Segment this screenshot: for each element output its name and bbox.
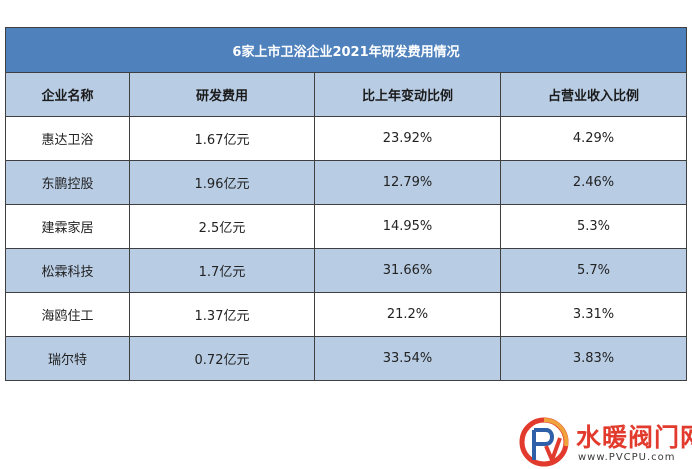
cell-company: 惠达卫浴 [5,116,130,161]
report-table-container: 6家上市卫浴企业2021年研发费用情况 企业名称 研发费用 比上年变动比例 占营… [4,27,688,381]
cell-revenue-ratio: 5.3% [499,204,688,249]
header-row: 企业名称 研发费用 比上年变动比例 占营业收入比例 [5,72,688,117]
table-row: 瑞尔特 0.72亿元 33.54% 3.83% [5,336,688,381]
watermark-url: www.PVCPU.com [578,452,676,463]
header-rd-expense: 研发费用 [129,72,315,117]
table-title: 6家上市卫浴企业2021年研发费用情况 [4,27,688,73]
pv-logo-icon [519,417,569,467]
cell-yoy-change: 21.2% [314,292,501,337]
cell-rd-expense: 2.5亿元 [129,204,315,249]
cell-company: 松霖科技 [5,248,130,293]
cell-yoy-change: 33.54% [314,336,501,381]
cell-yoy-change: 23.92% [314,116,501,161]
cell-company: 瑞尔特 [5,336,130,381]
cell-company: 建霖家居 [5,204,130,249]
cell-revenue-ratio: 5.7% [499,248,688,293]
title-row: 6家上市卫浴企业2021年研发费用情况 [4,27,688,73]
cell-revenue-ratio: 2.46% [499,160,688,205]
table-row: 松霖科技 1.7亿元 31.66% 5.7% [5,248,688,293]
cell-rd-expense: 1.96亿元 [129,160,315,205]
header-company: 企业名称 [5,72,130,117]
cell-rd-expense: 1.67亿元 [129,116,315,161]
cell-yoy-change: 14.95% [314,204,501,249]
header-yoy-change: 比上年变动比例 [314,72,501,117]
cell-revenue-ratio: 3.31% [499,292,688,337]
table-row: 海鸥住工 1.37亿元 21.2% 3.31% [5,292,688,337]
cell-company: 海鸥住工 [5,292,130,337]
cell-rd-expense: 0.72亿元 [129,336,315,381]
cell-revenue-ratio: 3.83% [499,336,688,381]
site-watermark: 水暖阀门网 www.PVCPU.com [516,412,692,469]
watermark-brand: 水暖阀门网 [576,423,692,452]
table-row: 东鹏控股 1.96亿元 12.79% 2.46% [5,160,688,205]
table-row: 惠达卫浴 1.67亿元 23.92% 4.29% [5,116,688,161]
cell-yoy-change: 12.79% [314,160,501,205]
cell-revenue-ratio: 4.29% [499,116,688,161]
table-row: 建霖家居 2.5亿元 14.95% 5.3% [5,204,688,249]
cell-company: 东鹏控股 [5,160,130,205]
cell-yoy-change: 31.66% [314,248,501,293]
rd-expense-table: 6家上市卫浴企业2021年研发费用情况 企业名称 研发费用 比上年变动比例 占营… [4,27,688,381]
cell-rd-expense: 1.37亿元 [129,292,315,337]
cell-rd-expense: 1.7亿元 [129,248,315,293]
header-revenue-ratio: 占营业收入比例 [499,72,688,117]
